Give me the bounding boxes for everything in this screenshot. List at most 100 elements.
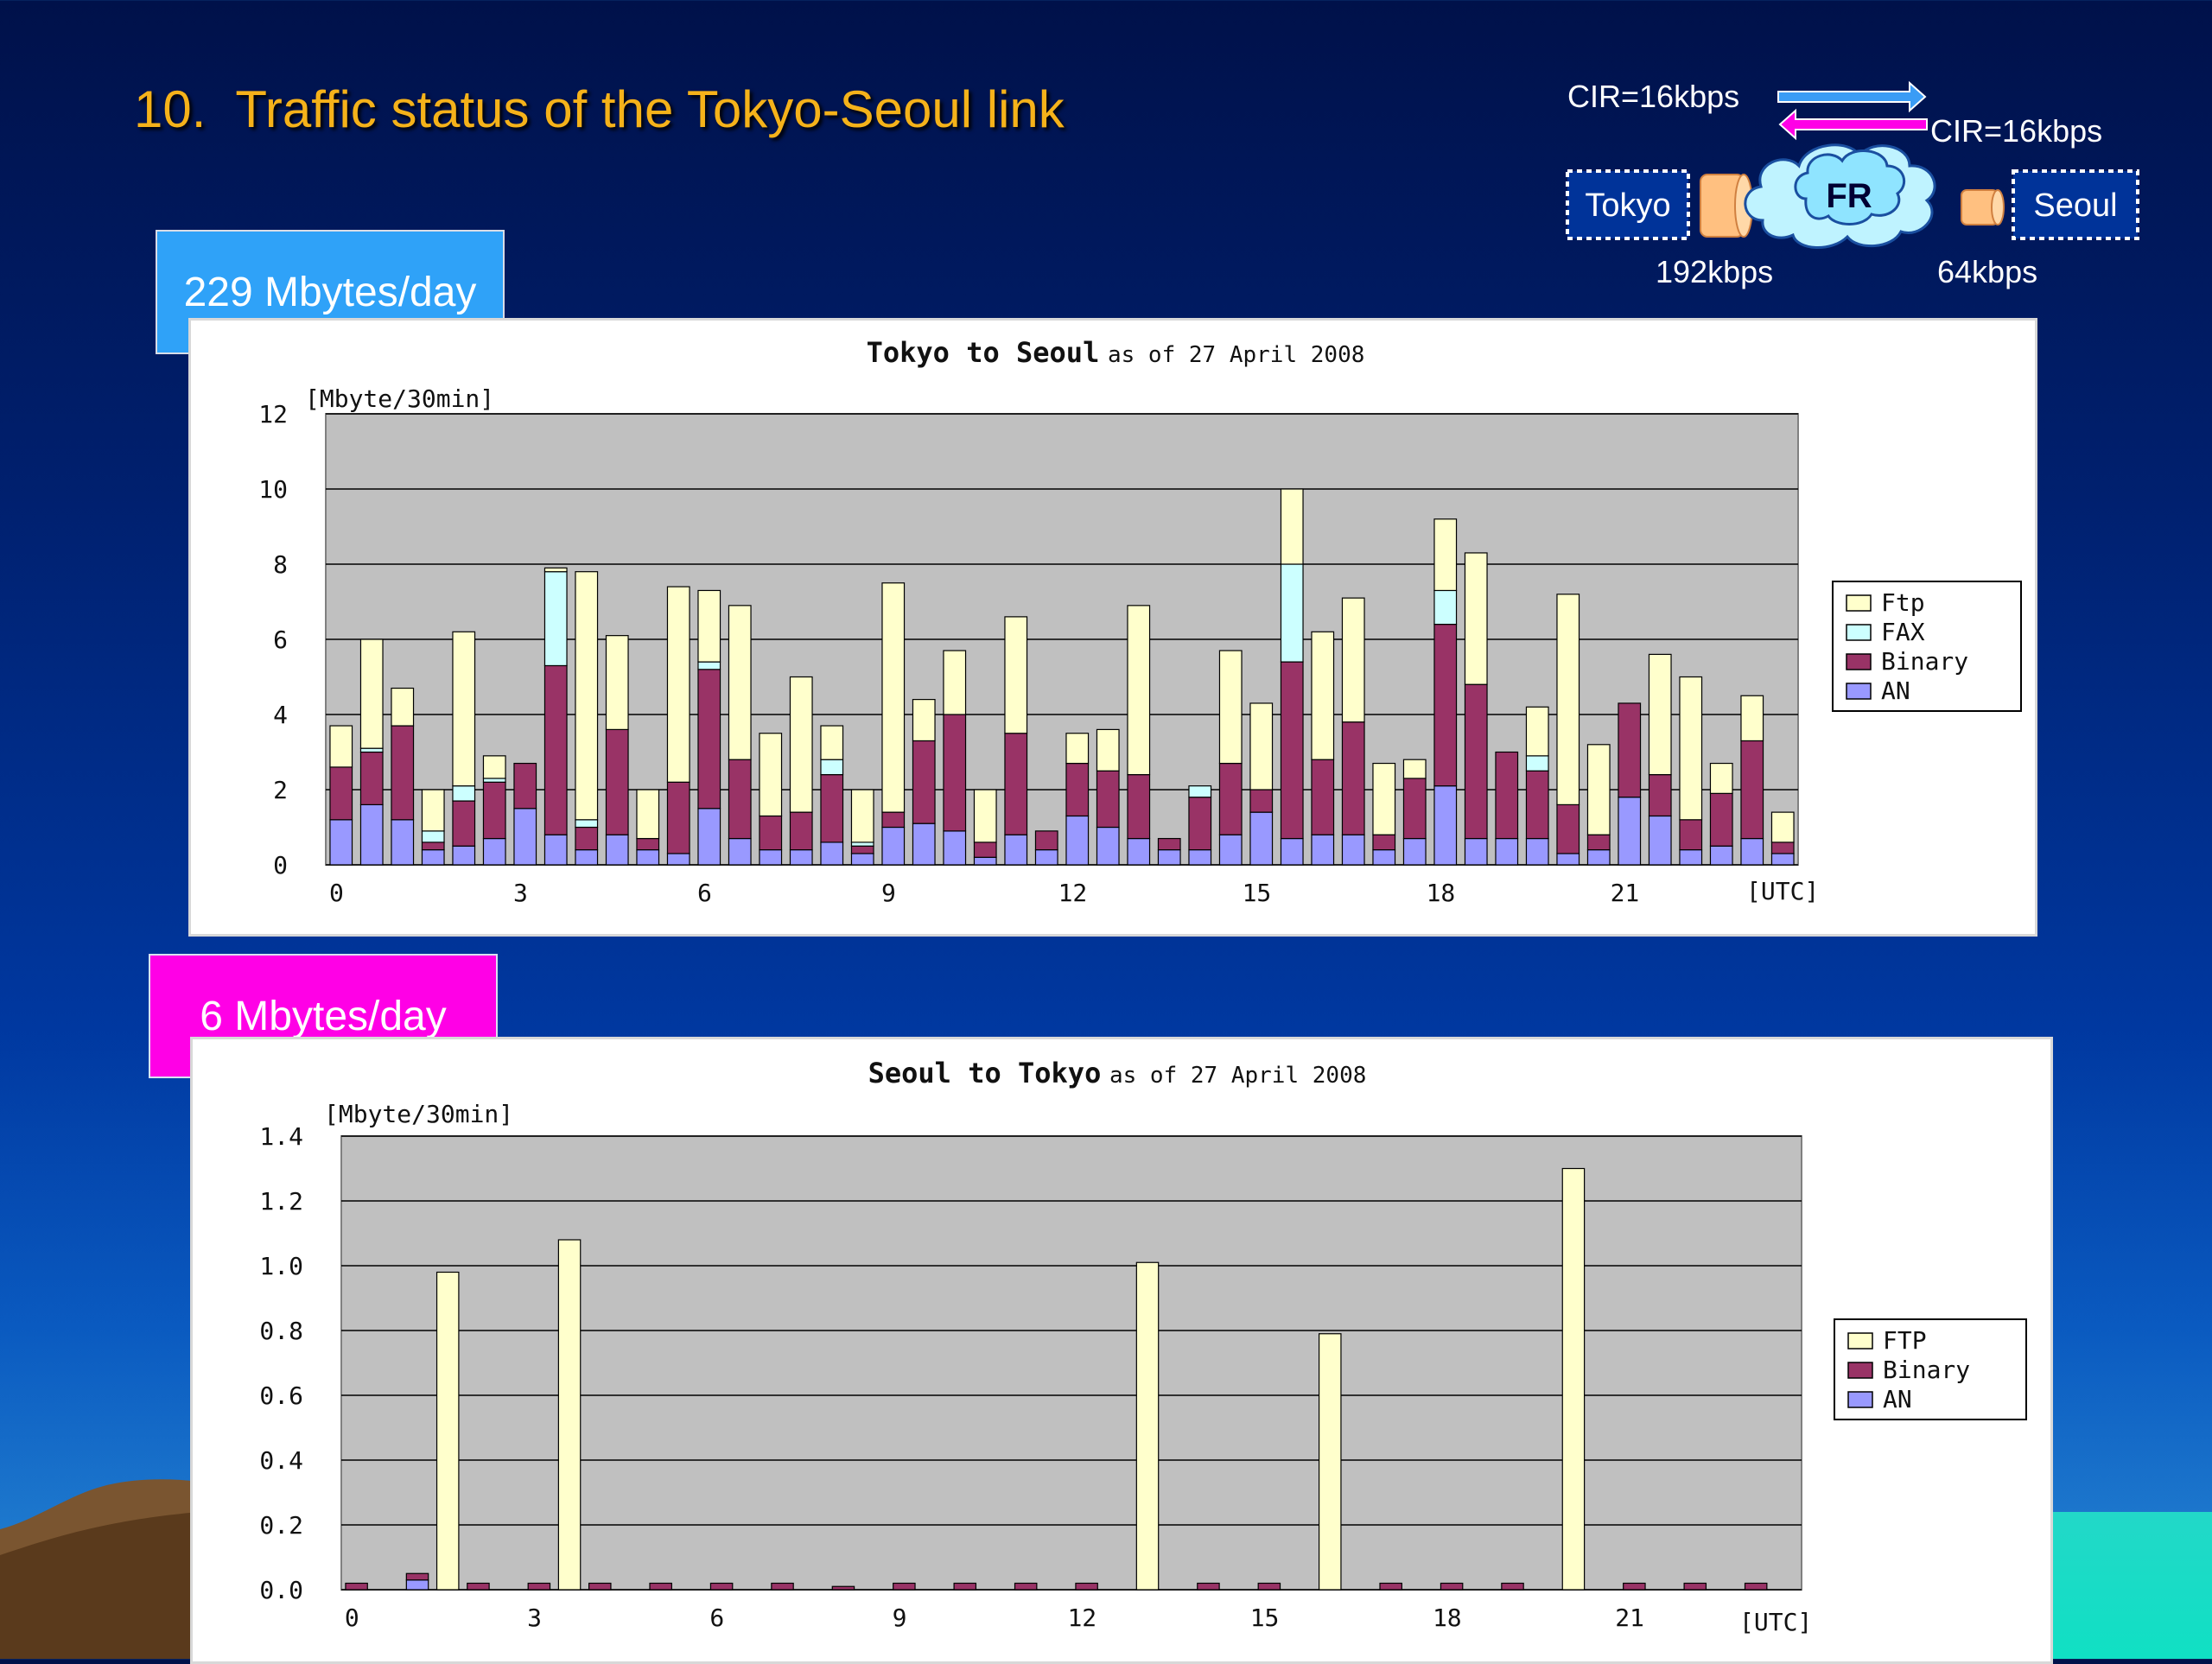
bar-segment-an <box>391 819 415 866</box>
bar-segment-binary <box>850 845 874 854</box>
bar-segment-an <box>1679 848 1703 866</box>
bar-segment-an <box>605 834 629 866</box>
bar-segment-an <box>329 819 353 866</box>
bar-segment-ftp <box>1709 762 1733 794</box>
bar-segment-ftp <box>881 582 906 813</box>
bar-segment-an <box>759 848 783 866</box>
cloud-label: FR <box>1826 177 1872 215</box>
bar-segment-binary <box>820 773 844 843</box>
bar-segment-an <box>1004 834 1028 866</box>
seoul-router-icon <box>1961 189 2005 225</box>
bar-segment-ftp <box>421 789 445 832</box>
bar-segment-binary <box>1249 789 1274 813</box>
bar-segment-ftp <box>1311 631 1335 760</box>
chart-title-date: as of 27 April 2008 <box>1109 1063 1366 1089</box>
y-axis-unit-label: [Mbyte/30min] <box>305 384 494 413</box>
bar-segment-fax <box>1188 785 1212 798</box>
chart-title: Seoul to Tokyo as of 27 April 2008 <box>868 1057 1367 1089</box>
legend-swatch <box>1847 1362 1873 1379</box>
bar-segment-ftp <box>435 1271 460 1591</box>
bar-segment-ftp <box>728 605 752 760</box>
tokyo-node-label: Tokyo <box>1585 187 1670 224</box>
bar-segment-fax <box>482 778 506 783</box>
bar-segment-binary <box>421 842 445 851</box>
bar-segment-binary <box>1683 1582 1707 1591</box>
bar-segment-binary <box>973 842 997 858</box>
bar-segment-ftp <box>1433 518 1458 592</box>
bar-segment-binary <box>1501 1582 1524 1591</box>
bar-segment-binary <box>405 1572 429 1581</box>
x-tick-label: 3 <box>527 1604 542 1632</box>
bar-segment-binary <box>1402 778 1427 840</box>
bar-segment-ftp <box>329 725 353 768</box>
bar-segment-an <box>1096 826 1120 866</box>
bar-segment-binary <box>1075 1582 1098 1591</box>
bar-segment-binary <box>543 664 568 835</box>
cir-bottom-label: CIR=16kbps <box>1930 113 2102 149</box>
seoul-node <box>2012 169 2139 240</box>
x-axis-unit-label: [UTC] <box>1746 877 1819 905</box>
bar-segment-an <box>697 808 721 866</box>
bar-segment-binary <box>345 1582 368 1591</box>
y-tick-label: 8 <box>273 550 288 579</box>
plot-area: 0.0 0.2 0.4 0.6 0.8 1.0 1.2 1.4 0 3 6 9 12 15 18 21 <box>259 1122 1802 1632</box>
bar-segment-ftp <box>359 638 384 749</box>
chart-panel-seoul-to-tokyo: Seoul to Tokyo as of 27 April 2008 [Mbyt… <box>190 1037 2053 1664</box>
bar-segment-an <box>405 1579 429 1591</box>
bar-segment-ftp <box>912 699 936 742</box>
x-tick-label: 6 <box>697 879 712 907</box>
legend-swatch <box>1847 1332 1873 1350</box>
bar-segment-ftp <box>666 586 690 783</box>
bar-segment-binary <box>881 811 906 829</box>
cir-top-label: CIR=16kbps <box>1567 79 1739 114</box>
bar-segment-ftp <box>850 789 874 843</box>
bar-segment-ftp <box>943 650 967 715</box>
bar-segment-ftp <box>1218 650 1243 765</box>
bar-segment-fax <box>1433 589 1458 626</box>
bar-segment-fax <box>421 830 445 843</box>
bar-segment-binary <box>1556 803 1580 854</box>
legend-label: Binary <box>1881 647 1968 676</box>
bar-segment-an <box>482 837 506 866</box>
seoul-volume-text: 6 Mbytes/day <box>200 993 447 1039</box>
bar-segment-an <box>1311 834 1335 866</box>
bar-segment-binary <box>943 714 967 832</box>
bar-segment-ftp <box>636 789 660 840</box>
bar-segment-an <box>1034 848 1058 866</box>
arrow-right-icon <box>1777 80 1927 113</box>
bar-segment-binary <box>1096 770 1120 829</box>
bar-segment-binary <box>1372 834 1396 851</box>
chart-title-date: as of 27 April 2008 <box>1108 342 1364 368</box>
y-tick-label: 4 <box>273 701 288 729</box>
bar-segment-binary <box>1218 762 1243 835</box>
y-tick-label: 10 <box>258 475 288 504</box>
bar-segment-binary <box>1197 1582 1220 1591</box>
x-axis-unit-label: [UTC] <box>1739 1608 1812 1636</box>
bar-segment-binary <box>1341 721 1365 835</box>
bar-segment-an <box>728 837 752 866</box>
bar-segment-an <box>881 826 906 866</box>
y-tick-label: 0.4 <box>259 1446 303 1475</box>
bar-segment-an <box>1218 834 1243 866</box>
bar-segment-binary <box>1257 1582 1281 1591</box>
bar-segment-binary <box>1740 740 1764 840</box>
bar-segment-an <box>1188 848 1212 866</box>
bar-segment-binary <box>636 837 660 851</box>
bar-segment-ftp <box>1770 811 1795 843</box>
bar-segment-ftp <box>820 725 844 760</box>
bar-segment-ftp <box>1096 728 1120 772</box>
x-tick-label: 18 <box>1433 1604 1462 1632</box>
x-tick-label: 15 <box>1243 879 1272 907</box>
bar-segment-binary <box>893 1582 916 1591</box>
bar-segment-binary <box>1280 661 1304 840</box>
bar-segment-ftp <box>1249 702 1274 791</box>
bar-segment-ftp <box>1556 594 1580 805</box>
bar-segment-an <box>666 853 690 866</box>
bar-segment-ftp <box>1464 552 1488 685</box>
bar-segment-ftp <box>1561 1167 1586 1591</box>
bar-segment-an <box>1341 834 1365 866</box>
bar-segment-binary <box>513 762 537 810</box>
tokyo-router-icon <box>1700 174 1753 238</box>
network-diagram: CIR=16kbps CIR=16kbps Tokyo Seoul FR 192… <box>1566 79 2139 289</box>
